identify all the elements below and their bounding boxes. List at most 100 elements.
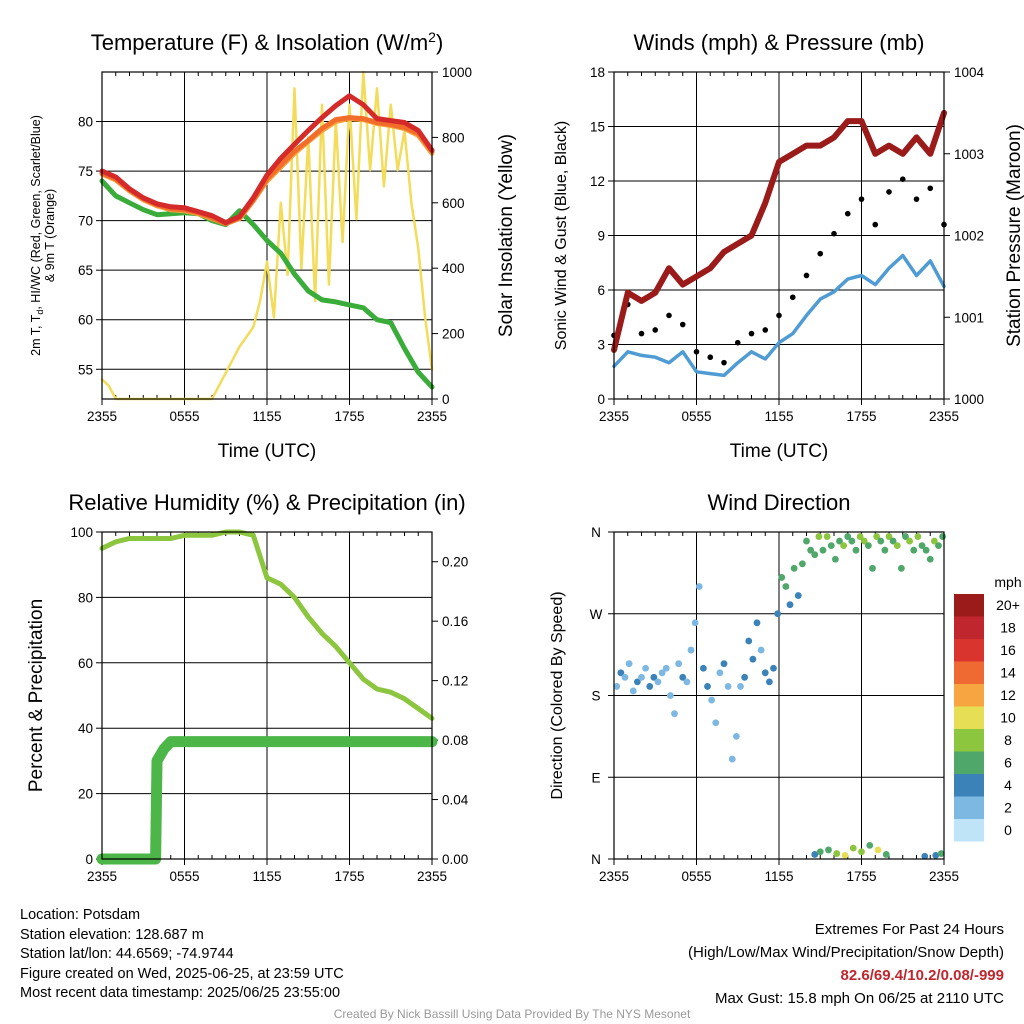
direction-point: [741, 673, 749, 681]
direction-point: [613, 683, 621, 690]
y2-tick-label: 200: [442, 327, 465, 342]
chart-title: Temperature (F) & Insolation (W/m2): [91, 29, 444, 55]
direction-point: [856, 533, 864, 540]
direction-point: [687, 646, 695, 654]
direction-point: [889, 537, 897, 545]
chart-title: Winds (mph) & Pressure (mb): [634, 30, 925, 55]
gust-point: [638, 330, 645, 337]
direction-point: [633, 678, 641, 686]
station-info: Location: Potsdam Station elevation: 128…: [20, 906, 344, 1004]
direction-point: [874, 846, 882, 854]
series-line-dewpoint: [99, 178, 435, 390]
temperature-panel: Temperature (F) & Insolation (W/m2) 2355 0…: [29, 29, 517, 462]
direction-point: [852, 546, 860, 554]
colorbar-swatch: [954, 751, 984, 774]
direction-point: [737, 683, 744, 690]
direction-point: [671, 710, 678, 718]
x-tick-label: 0555: [169, 869, 199, 884]
direction-point: [877, 537, 885, 545]
y-tick-label: E: [591, 770, 600, 785]
y2-tick-label: 600: [442, 196, 465, 211]
colorbar-label: 18: [1000, 620, 1016, 636]
x-tick-label: 2355: [417, 409, 447, 424]
colorbar-swatch: [954, 684, 984, 707]
direction-point: [910, 546, 918, 554]
y2-tick-label: 0.00: [442, 852, 468, 867]
x-tick-label: 2355: [599, 409, 629, 424]
y-tick-label: 70: [78, 214, 93, 229]
y-tick-label: 40: [78, 721, 93, 736]
direction-point: [658, 669, 666, 677]
x-tick-label: 2355: [87, 409, 117, 424]
y-axis-label: Sonic Wind & Gust (Blue, Black): [553, 121, 570, 350]
x-tick-label: 1755: [846, 409, 876, 424]
y-tick-label: N: [591, 852, 601, 867]
direction-point: [926, 555, 934, 563]
plot-frame: [101, 71, 433, 400]
plot-frame: [101, 531, 433, 860]
x-axis-label: Time (UTC): [730, 441, 829, 462]
y2-tick-label: 0.04: [442, 793, 469, 808]
humidity-panel: Relative Humidity (%) & Precipitation (i…: [26, 490, 469, 884]
y2-tick-label: 1003: [954, 147, 984, 162]
gust-point: [652, 327, 659, 333]
direction-point: [827, 542, 835, 550]
gust-point: [803, 272, 810, 279]
x-axis-label: Time (UTC): [218, 441, 317, 462]
direction-point: [866, 841, 874, 849]
colorbar-label: 14: [1000, 665, 1016, 681]
colorbar-label: 4: [1004, 777, 1012, 793]
gust-point: [748, 330, 755, 337]
y2-tick-label: 0.08: [442, 733, 468, 748]
direction-point: [849, 844, 857, 852]
y2-tick-label: 0.16: [442, 614, 468, 629]
direction-point: [841, 851, 849, 859]
direction-point: [794, 592, 802, 599]
gust-point: [693, 348, 700, 355]
y-tick-label: 6: [597, 283, 605, 298]
latlon-text: Station lat/lon: 44.6569; -74.9744: [20, 946, 234, 962]
x-tick-label: 2355: [87, 869, 117, 884]
y2-tick-label: 1000: [442, 65, 472, 80]
direction-point: [939, 533, 947, 540]
colorbar-label: 6: [1004, 755, 1012, 771]
direction-point: [807, 546, 815, 554]
gust-point: [734, 339, 741, 346]
direction-point: [675, 660, 683, 668]
direction-point: [823, 533, 831, 540]
direction-point: [774, 610, 782, 618]
series-line-temperature: [99, 93, 435, 226]
x-tick-label: 0555: [169, 409, 199, 424]
colorbar-label: 2: [1004, 800, 1012, 816]
direction-point: [629, 687, 637, 695]
direction-point: [860, 537, 868, 545]
gust-point: [789, 294, 796, 301]
direction-point: [654, 678, 662, 686]
direction-point: [761, 669, 769, 677]
direction-point: [646, 683, 654, 690]
direction-point: [753, 619, 761, 627]
y-tick-label: 18: [590, 65, 605, 80]
direction-point: [885, 533, 893, 540]
y2-tick-label: 1002: [954, 229, 984, 244]
gust-point: [776, 312, 782, 319]
direction-point: [906, 537, 914, 545]
direction-point: [728, 755, 736, 763]
direction-point: [882, 851, 890, 858]
y2-axis-label: Solar Insolation (Yellow): [496, 134, 517, 337]
y2-tick-label: 1004: [954, 65, 985, 80]
colorbar-label: 20+: [996, 597, 1020, 613]
direction-point: [811, 551, 819, 559]
y-axis-label: 2m T, Td, HI/WC (Red, Green, Scarlet/Blu…: [29, 115, 45, 356]
y-tick-label: 100: [70, 525, 93, 540]
winds-panel: Winds (mph) & Pressure (mb) 2355 0555 1155 1…: [553, 30, 1024, 462]
direction-point: [778, 574, 786, 581]
y-tick-label: 20: [78, 787, 93, 802]
colorbar-label: 0: [1004, 822, 1012, 838]
direction-point: [922, 546, 930, 554]
chart-title: Relative Humidity (%) & Precipitation (i…: [68, 490, 465, 515]
created-text: Figure created on Wed, 2025-06-25, at 23…: [20, 965, 344, 982]
direction-point: [749, 655, 757, 663]
gust-point: [721, 359, 727, 366]
gust-point: [886, 189, 892, 195]
